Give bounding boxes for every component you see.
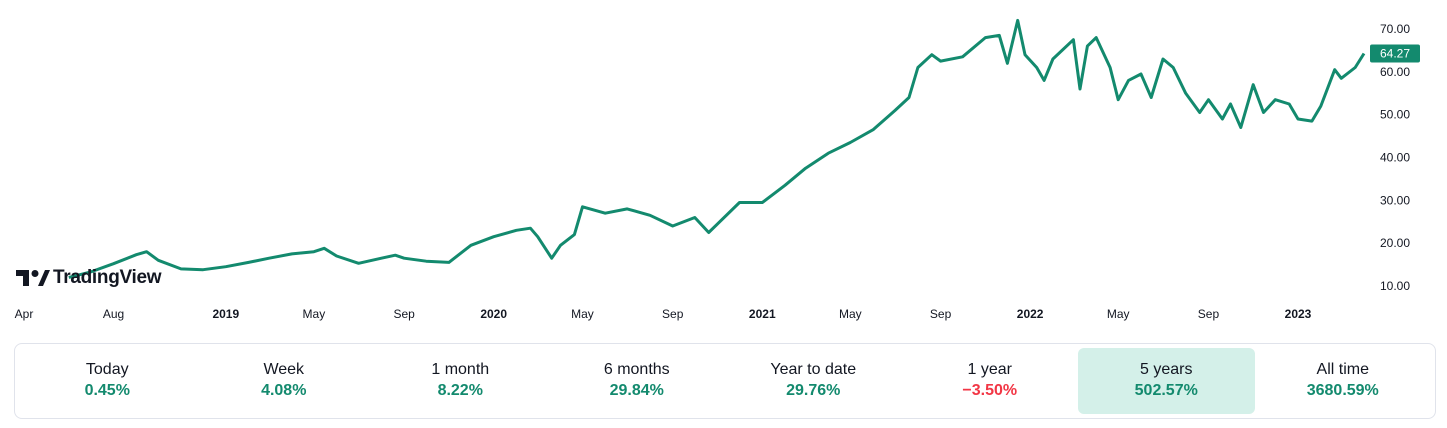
x-tick-label: 2019: [212, 307, 239, 321]
performance-period-1-month[interactable]: 1 month 8.22%: [372, 348, 549, 414]
tradingview-logo-text: TradingView: [53, 267, 162, 288]
performance-period-label: Week: [263, 361, 305, 378]
x-tick-label: 2022: [1017, 307, 1044, 321]
current-price-label: 64.27: [1380, 47, 1410, 61]
y-tick-label: 20.00: [1380, 236, 1410, 250]
x-tick-label: Sep: [393, 307, 415, 321]
performance-period-value: 29.76%: [786, 382, 841, 399]
current-price-badge: 64.27: [1370, 44, 1420, 63]
x-tick-label: Apr: [15, 307, 34, 321]
performance-period-label: All time: [1316, 361, 1369, 378]
x-tick-label: May: [571, 307, 594, 321]
performance-period-year-to-date[interactable]: Year to date 29.76%: [725, 348, 902, 414]
performance-period-1-year[interactable]: 1 year −3.50%: [902, 348, 1079, 414]
y-tick-label: 70.00: [1380, 22, 1410, 36]
y-tick-label: 40.00: [1380, 151, 1410, 165]
y-axis: 70.00 60.00 50.00 40.00 30.00 20.00 10.00: [1380, 22, 1410, 293]
x-tick-label: May: [839, 307, 862, 321]
tradingview-logo[interactable]: TradingView: [16, 267, 162, 289]
y-tick-label: 60.00: [1380, 65, 1410, 79]
price-line-group: [68, 18, 1366, 279]
x-tick-label: May: [1107, 307, 1130, 321]
x-tick-label: Sep: [930, 307, 952, 321]
x-tick-label: May: [303, 307, 326, 321]
price-series-line: [68, 18, 1366, 279]
y-tick-label: 30.00: [1380, 193, 1410, 207]
performance-period-5-years[interactable]: 5 years 502.57%: [1078, 348, 1255, 414]
x-tick-label: Aug: [103, 307, 124, 321]
performance-period-today[interactable]: Today 0.45%: [19, 348, 196, 414]
performance-period-value: 3680.59%: [1306, 382, 1379, 399]
x-tick-label: 2023: [1285, 307, 1312, 321]
x-tick-label: Sep: [662, 307, 684, 321]
performance-period-value: 4.08%: [261, 382, 307, 399]
performance-period-value: −3.50%: [962, 382, 1018, 399]
performance-period-value: 8.22%: [437, 382, 483, 399]
performance-period-week[interactable]: Week 4.08%: [196, 348, 373, 414]
performance-period-label: 6 months: [603, 361, 670, 378]
performance-period-value: 502.57%: [1134, 382, 1198, 399]
x-tick-label: 2021: [749, 307, 776, 321]
performance-period-value: 0.45%: [84, 382, 130, 399]
performance-bar: Today 0.45% Week 4.08% 1 month 8.22% 6 months 2…: [14, 343, 1436, 419]
x-tick-label: Sep: [1198, 307, 1220, 321]
performance-period-label: Year to date: [770, 361, 857, 378]
x-axis: Apr Aug 2019 May Sep 2020 May Sep 2021 May Sep 2022…: [15, 307, 1312, 321]
performance-period-label: 1 year: [967, 361, 1012, 378]
current-price-badge-bg: [1370, 44, 1420, 63]
performance-period-label: Today: [85, 361, 129, 378]
y-tick-label: 50.00: [1380, 108, 1410, 122]
performance-period-6-months[interactable]: 6 months 29.84%: [549, 348, 726, 414]
x-tick-label: 2020: [480, 307, 507, 321]
y-tick-label: 10.00: [1380, 279, 1410, 293]
performance-period-label: 5 years: [1140, 361, 1193, 378]
tradingview-logo-icon: [16, 270, 50, 286]
performance-period-all-time[interactable]: All time 3680.59%: [1255, 348, 1432, 414]
performance-period-label: 1 month: [431, 361, 490, 378]
performance-period-value: 29.84%: [609, 382, 664, 399]
